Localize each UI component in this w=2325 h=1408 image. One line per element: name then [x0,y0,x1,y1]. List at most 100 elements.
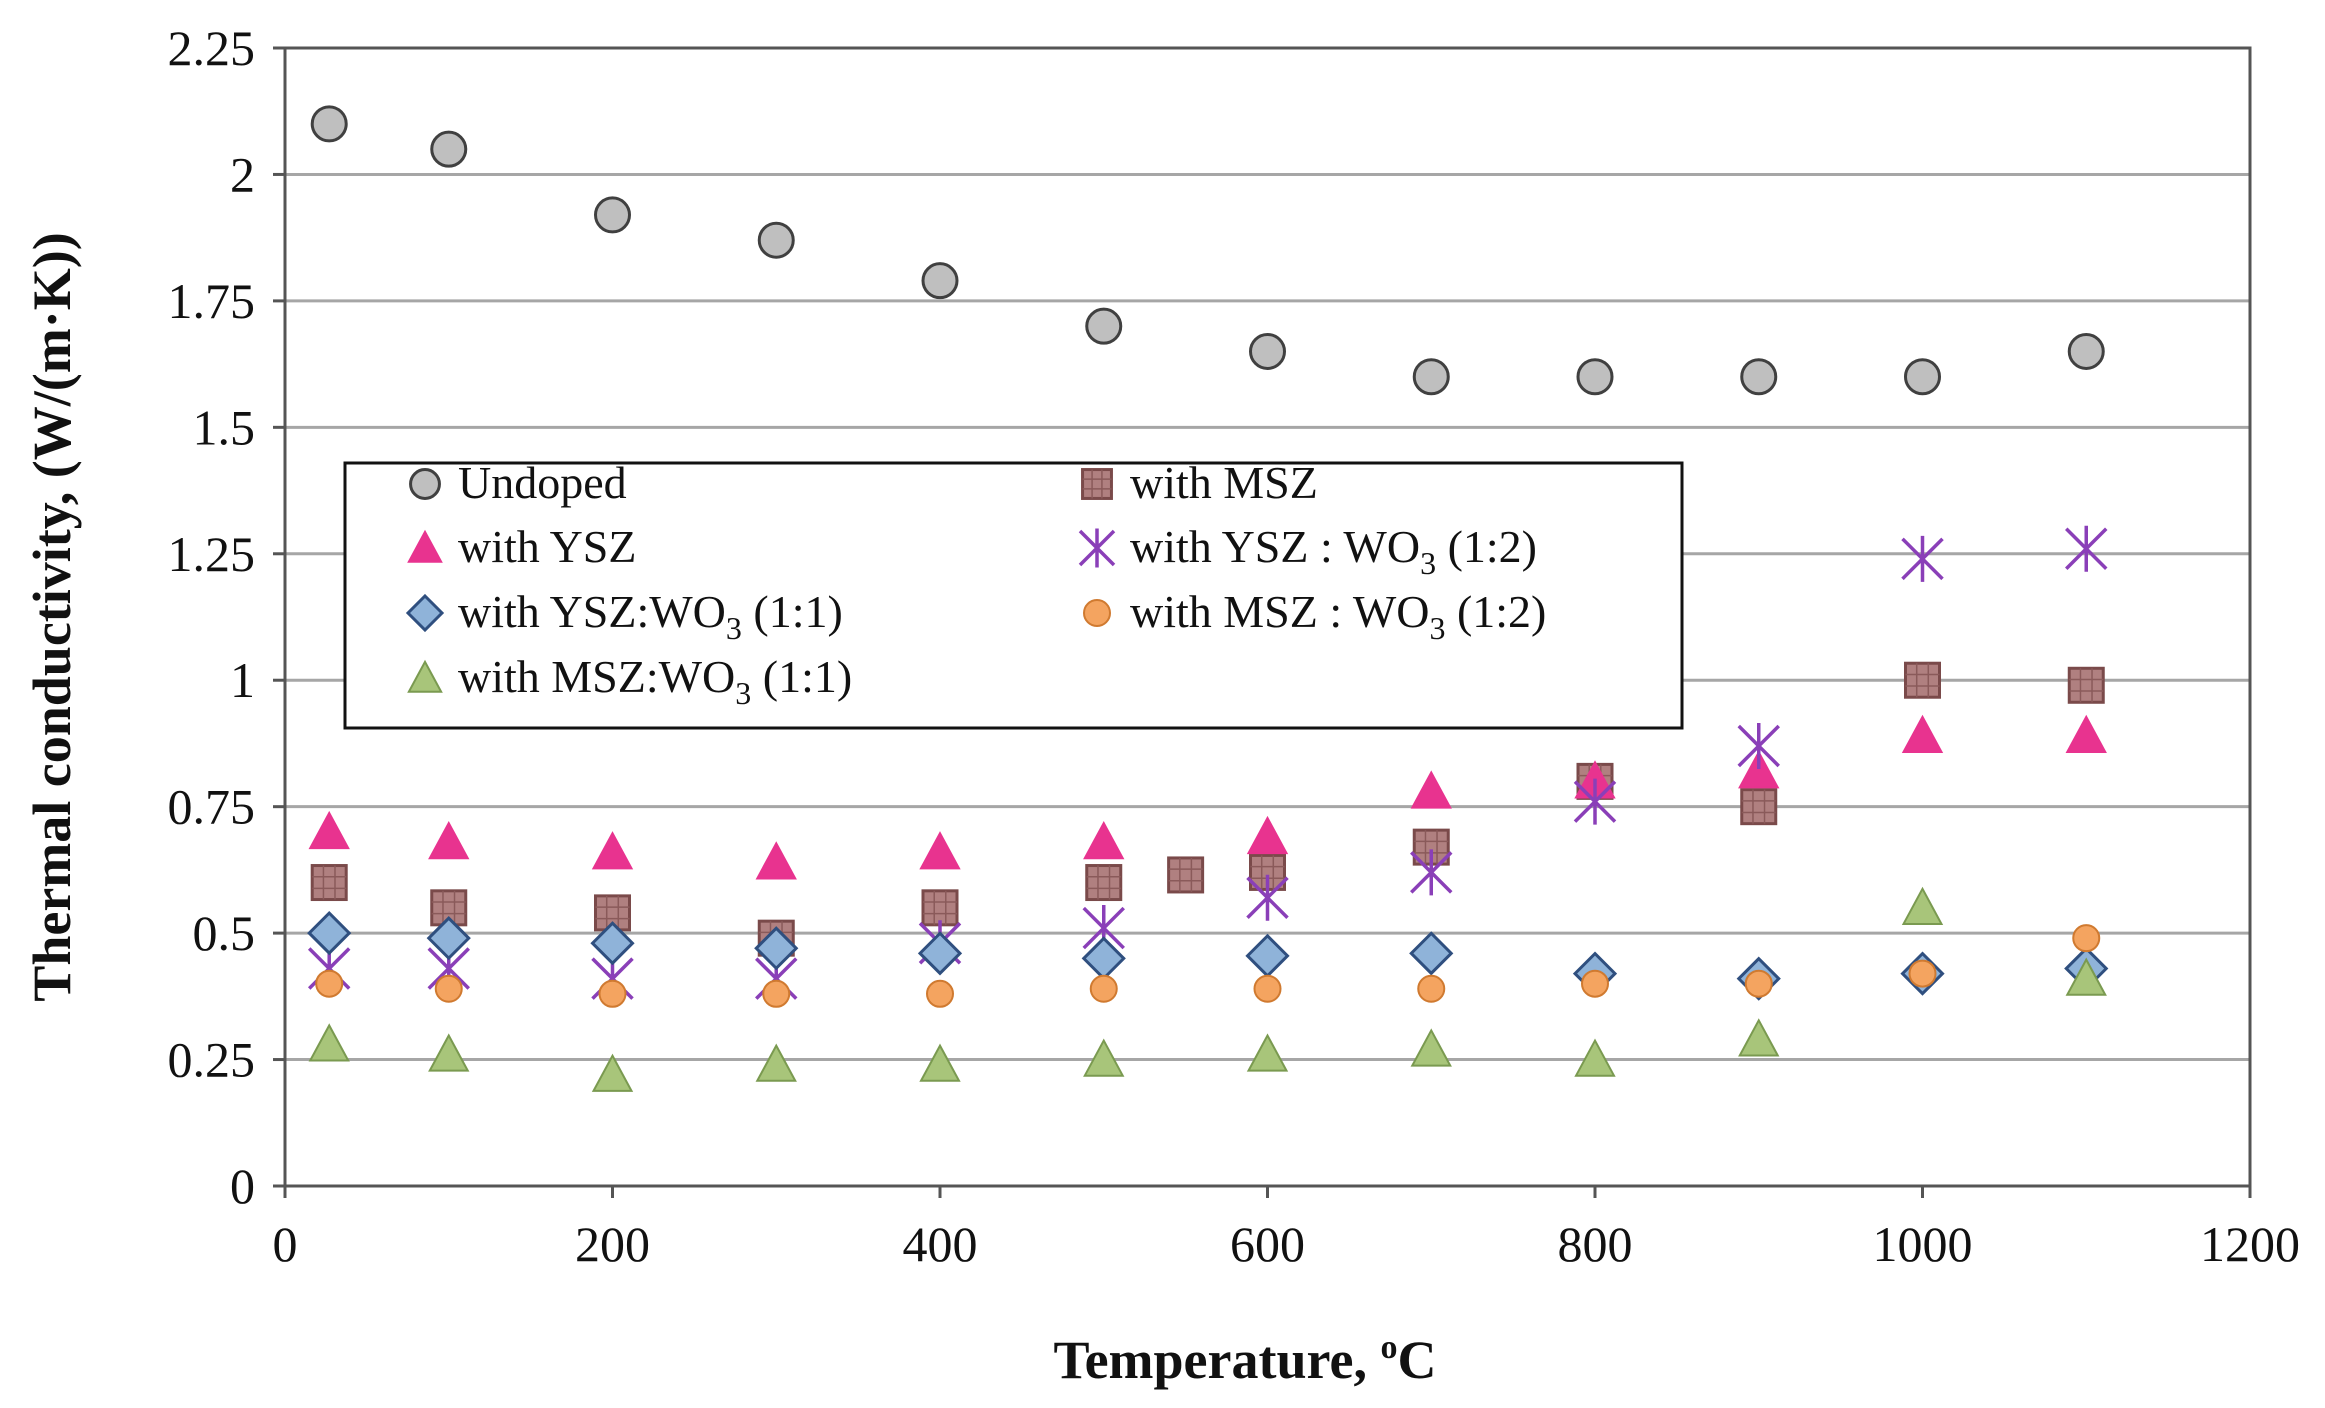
data-point [1904,358,1941,396]
data-point [1245,933,1290,978]
data-point [590,921,635,966]
legend-label-main: with YSZ [458,521,636,572]
data-point [1083,820,1125,860]
x-tick-label: 600 [1230,1216,1305,1272]
data-point [754,926,799,971]
legend-entry: with YSZ [407,521,636,572]
data-point [1253,974,1282,1003]
legend-entry: with MSZ:WO3 (1:1) [407,651,852,711]
data-point [762,979,791,1008]
data-point [1409,931,1454,976]
data-point [1246,874,1289,921]
data-point [310,864,348,902]
data-point [757,221,795,259]
data-point [2065,714,2107,754]
x-tick-label: 0 [273,1216,298,1272]
data-point [426,916,471,961]
data-point-texture [1741,789,1776,824]
x-axis-title-main: Temperature, [1054,1330,1381,1390]
data-point [755,841,797,880]
data-point-texture [2069,668,2104,703]
legend-label-tail: (1:1) [751,651,852,702]
data-point [919,1043,961,1082]
legend-label: with YSZ : WO3 (1:2) [1130,521,1537,581]
data-point [315,969,344,998]
legend-label: with MSZ:WO3 (1:1) [458,651,852,711]
legend-label-subscript: 3 [735,675,751,711]
data-point [1581,969,1609,998]
legend-marker [1083,599,1111,627]
legend-label-main: with YSZ : WO [1130,521,1420,572]
legend-label: with YSZ:WO3 (1:1) [458,586,843,646]
series-2 [308,714,2107,880]
legend-label: with YSZ [458,521,636,572]
legend-label-tail: (1:2) [1445,586,1546,637]
data-point [2067,332,2105,370]
data-point [2065,525,2108,572]
data-point [1576,358,1614,396]
y-tick-label: 0 [230,1158,255,1214]
legend-entry: Undoped [409,457,627,508]
y-tick-label: 2.25 [168,20,256,76]
legend-label: with MSZ [1130,457,1318,508]
data-point [308,1023,350,1062]
y-tick-label: 0.75 [168,779,256,835]
data-point [591,1053,634,1092]
data-point [921,889,959,927]
data-point [1737,722,1780,769]
data-point [428,820,470,860]
data-point [430,130,468,168]
x-tick-label: 200 [575,1216,650,1272]
data-point [1573,778,1617,825]
data-point-texture [312,865,347,900]
data-point [755,1043,797,1082]
data-point [1410,770,1452,809]
y-tick-label: 0.5 [193,905,256,961]
data-point [1410,1028,1452,1067]
data-point [1417,974,1446,1003]
series-0 [310,105,2105,396]
legend-label-main: Undoped [458,457,627,508]
data-point [926,979,954,1008]
data-point [310,105,348,143]
y-tick-label: 1.75 [168,273,256,329]
x-tick-label: 1200 [2200,1216,2300,1272]
legend-label-tail: (1:1) [742,586,843,637]
legend-label-subscript: 3 [1420,545,1436,581]
y-tick-label: 1.5 [193,399,256,455]
legend-entry: with YSZ:WO3 (1:1) [405,586,843,646]
legend-label: with MSZ : WO3 (1:2) [1130,586,1546,646]
data-point [598,979,627,1008]
legend-marker-texture [1082,469,1112,499]
legend-label-subscript: 3 [726,610,742,646]
data-point [434,974,463,1003]
x-axis-title-superscript: o [1380,1329,1397,1366]
data-point-texture [1168,857,1203,892]
y-tick-label: 0.25 [168,1032,256,1088]
data-point [1089,974,1118,1003]
data-point [1904,661,1941,699]
data-point [594,196,631,234]
data-point [2072,924,2101,953]
data-point [2065,957,2107,996]
data-point [919,831,961,870]
data-point [1574,1038,1616,1077]
data-point-texture [923,890,957,925]
data-point [1412,358,1450,396]
data-point-texture [431,890,466,925]
data-point [1249,332,1286,370]
legend-box [343,461,1684,730]
x-tick-label: 800 [1558,1216,1633,1272]
data-point [1740,788,1778,826]
data-points [307,105,2109,1092]
x-tick-label: 400 [903,1216,978,1272]
legend-marker [409,468,441,500]
data-point [1744,969,1773,998]
y-tick-labels: 0 0.25 0.5 0.75 1 1.25 1.5 1.75 2 2.25 [168,20,285,1214]
data-point [1901,535,1944,582]
legend-marker [1078,528,1116,568]
y-tick-label: 1 [230,652,255,708]
